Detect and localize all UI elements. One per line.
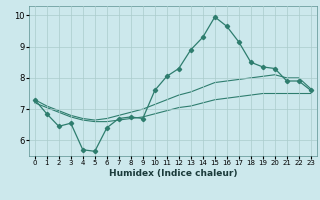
- X-axis label: Humidex (Indice chaleur): Humidex (Indice chaleur): [108, 169, 237, 178]
